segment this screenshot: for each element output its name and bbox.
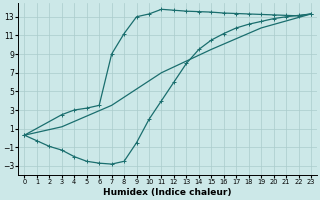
X-axis label: Humidex (Indice chaleur): Humidex (Indice chaleur) xyxy=(103,188,232,197)
